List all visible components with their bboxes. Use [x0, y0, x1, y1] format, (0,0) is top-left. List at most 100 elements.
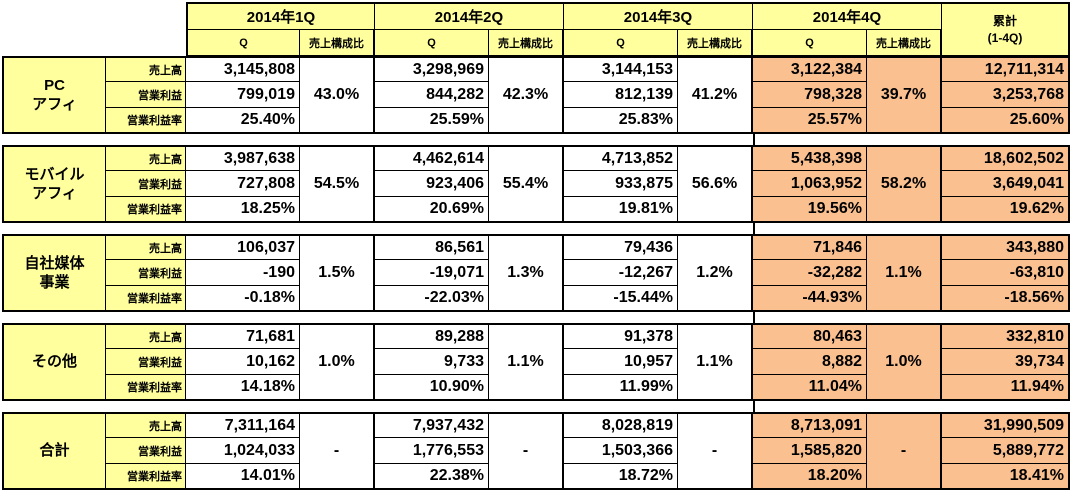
- share-cell: 1.1%: [489, 323, 564, 401]
- value-cell: 3,253,768: [942, 82, 1070, 108]
- row-label: 営業利益: [106, 260, 186, 286]
- share-cell: 1.0%: [867, 323, 942, 401]
- value-cell: 727,808: [186, 171, 300, 197]
- value-cell: 11.04%: [753, 375, 867, 401]
- group-label-line: アフィ: [32, 185, 77, 202]
- share-cell: -: [489, 412, 564, 490]
- row-label: 営業利益率: [106, 464, 186, 490]
- header-share-label: 売上構成比: [489, 30, 564, 56]
- value-cell: 8,713,091: [753, 412, 867, 438]
- value-cell: 31,990,509: [942, 412, 1070, 438]
- value-cell: 1,585,820: [753, 438, 867, 464]
- share-cell: 43.0%: [300, 56, 375, 134]
- value-cell: 9,733: [375, 349, 489, 375]
- header-total-label: 累計: [992, 14, 1017, 29]
- value-cell: 844,282: [375, 82, 489, 108]
- group-label-line: その他: [31, 353, 77, 371]
- share-cell: 1.3%: [489, 234, 564, 312]
- value-cell: 14.18%: [186, 375, 300, 401]
- share-cell: -: [678, 412, 753, 490]
- share-cell: -: [300, 412, 375, 490]
- group-label: PC アフィ: [2, 56, 106, 134]
- header-quarter: 2014年3Q: [564, 2, 753, 30]
- value-cell: 7,937,432: [375, 412, 489, 438]
- value-cell: 20.69%: [375, 197, 489, 223]
- value-cell: 18.20%: [753, 464, 867, 490]
- value-cell: -0.18%: [186, 286, 300, 312]
- value-cell: 14.01%: [186, 464, 300, 490]
- value-cell: 11.99%: [564, 375, 678, 401]
- row-label: 営業利益率: [106, 286, 186, 312]
- group-label-line: モバイル: [24, 165, 85, 183]
- value-cell: -15.44%: [564, 286, 678, 312]
- value-cell: 12,711,314: [942, 56, 1070, 82]
- value-cell: 71,846: [753, 234, 867, 260]
- share-cell: 55.4%: [489, 145, 564, 223]
- header-q-label: Q: [564, 30, 678, 56]
- group-label: 自社媒体 事業: [2, 234, 106, 312]
- value-cell: 25.40%: [186, 108, 300, 134]
- value-cell: 25.59%: [375, 108, 489, 134]
- value-cell: 3,144,153: [564, 56, 678, 82]
- value-cell: 10,162: [186, 349, 300, 375]
- value-cell: 19.81%: [564, 197, 678, 223]
- value-cell: -22.03%: [375, 286, 489, 312]
- header-quarter: 2014年1Q: [186, 2, 375, 30]
- value-cell: 39,734: [942, 349, 1070, 375]
- value-cell: 4,713,852: [564, 145, 678, 171]
- share-cell: 1.2%: [678, 234, 753, 312]
- value-cell: 799,019: [186, 82, 300, 108]
- value-cell: 25.57%: [753, 108, 867, 134]
- group-label-line: 合計: [39, 442, 70, 460]
- row-label: 営業利益: [106, 438, 186, 464]
- header-quarter: 2014年2Q: [375, 2, 564, 30]
- value-cell: 5,438,398: [753, 145, 867, 171]
- value-cell: 1,776,553: [375, 438, 489, 464]
- value-cell: 3,298,969: [375, 56, 489, 82]
- value-cell: -19,071: [375, 260, 489, 286]
- header-total-sublabel: (1-4Q): [987, 30, 1023, 45]
- share-cell: 42.3%: [489, 56, 564, 134]
- value-cell: 25.60%: [942, 108, 1070, 134]
- group-label-line: 事業: [39, 274, 70, 291]
- value-cell: -32,282: [753, 260, 867, 286]
- value-cell: 933,875: [564, 171, 678, 197]
- value-cell: -12,267: [564, 260, 678, 286]
- value-cell: 106,037: [186, 234, 300, 260]
- group-label-line: アフィ: [32, 96, 77, 113]
- value-cell: 10.90%: [375, 375, 489, 401]
- value-cell: 8,882: [753, 349, 867, 375]
- value-cell: -190: [186, 260, 300, 286]
- header-share-label: 売上構成比: [867, 30, 942, 56]
- row-label: 営業利益率: [106, 108, 186, 134]
- quarterly-segment-results-table: 2014年1Q Q 売上構成比 2014年2Q Q 売上構成比 2014年3Q Q 売上構成比 2…: [2, 2, 1070, 490]
- value-cell: 3,122,384: [753, 56, 867, 82]
- value-cell: 10,957: [564, 349, 678, 375]
- value-cell: 4,462,614: [375, 145, 489, 171]
- share-cell: 1.1%: [867, 234, 942, 312]
- value-cell: 89,288: [375, 323, 489, 349]
- share-cell: 39.7%: [867, 56, 942, 134]
- share-cell: 41.2%: [678, 56, 753, 134]
- share-cell: -: [867, 412, 942, 490]
- row-label: 営業利益率: [106, 375, 186, 401]
- value-cell: 1,024,033: [186, 438, 300, 464]
- header-q-label: Q: [375, 30, 489, 56]
- results-grid: 2014年1Q Q 売上構成比 2014年2Q Q 売上構成比 2014年3Q Q 売上構成比 2…: [2, 2, 1070, 490]
- value-cell: 71,681: [186, 323, 300, 349]
- header-share-label: 売上構成比: [678, 30, 753, 56]
- header-q-label: Q: [753, 30, 867, 56]
- value-cell: 22.38%: [375, 464, 489, 490]
- header-share-label: 売上構成比: [300, 30, 375, 56]
- value-cell: -63,810: [942, 260, 1070, 286]
- row-label: 営業利益: [106, 171, 186, 197]
- row-label: 営業利益: [106, 349, 186, 375]
- value-cell: 80,463: [753, 323, 867, 349]
- share-cell: 1.0%: [300, 323, 375, 401]
- value-cell: 3,649,041: [942, 171, 1070, 197]
- value-cell: 18.25%: [186, 197, 300, 223]
- row-label: 営業利益率: [106, 197, 186, 223]
- header-quarter: 2014年4Q: [753, 2, 942, 30]
- value-cell: 1,063,952: [753, 171, 867, 197]
- value-cell: 1,503,366: [564, 438, 678, 464]
